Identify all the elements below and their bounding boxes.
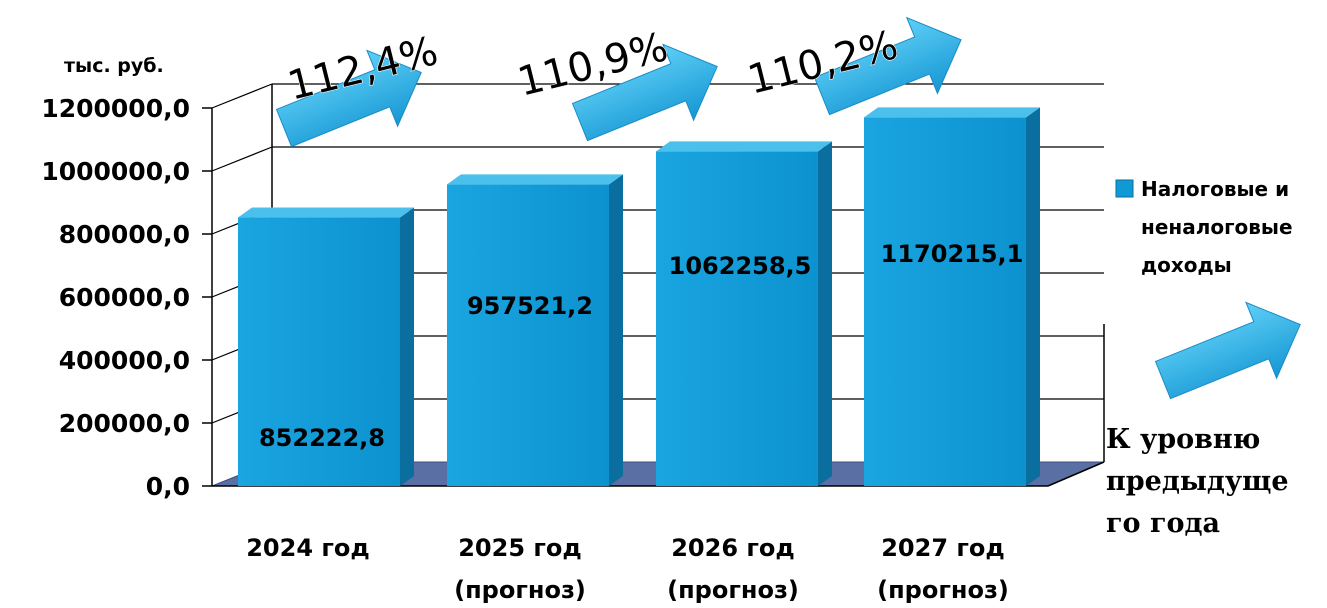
y-tick-label-6: 1200000,0 bbox=[41, 94, 190, 123]
bar-2 bbox=[656, 141, 832, 487]
y-tick-label-2: 400000,0 bbox=[59, 346, 190, 375]
y-tick-label-3: 600000,0 bbox=[59, 283, 190, 312]
growth-legend-line-1: К уровню bbox=[1106, 424, 1260, 455]
bar-front-0 bbox=[238, 217, 400, 487]
category-label-2-line-0: 2026 год bbox=[671, 534, 795, 562]
gridline-side-6 bbox=[211, 83, 273, 109]
bar-front-2 bbox=[656, 151, 818, 487]
gridline-side-5 bbox=[211, 146, 273, 172]
bar-top-0 bbox=[238, 207, 414, 218]
y-tick-label-0: 0,0 bbox=[146, 472, 190, 501]
bar-1 bbox=[447, 174, 623, 486]
bar-front-3 bbox=[864, 117, 1026, 487]
bar-top-3 bbox=[864, 107, 1040, 118]
bar-3 bbox=[864, 107, 1040, 487]
legend: Налоговые и неналоговые доходы К уровню … bbox=[1106, 177, 1300, 539]
bar-front-1 bbox=[447, 184, 609, 486]
data-label-0: 852222,8 bbox=[259, 424, 385, 452]
category-label-0-line-0: 2024 год bbox=[246, 534, 370, 562]
bar-side-1 bbox=[609, 174, 623, 486]
legend-series-name: Налоговые и неналоговые доходы bbox=[1141, 177, 1300, 277]
data-label-2: 1062258,5 bbox=[669, 252, 812, 280]
bar-side-0 bbox=[400, 207, 414, 487]
category-label-2: 2026 год (прогноз) bbox=[667, 534, 799, 604]
growth-legend-line-3: го года bbox=[1106, 508, 1220, 539]
growth-arrow-2 bbox=[813, 16, 962, 116]
data-label-1: 957521,2 bbox=[467, 292, 593, 320]
y-tick-label-1: 200000,0 bbox=[59, 409, 190, 438]
legend-line-1: Налоговые и bbox=[1141, 177, 1289, 201]
y-axis-ticks: 0,0 200000,0 400000,0 600000,0 800000,0 10000… bbox=[41, 94, 212, 501]
y-tick-label-5: 1000000,0 bbox=[41, 157, 190, 186]
unit-label: тыс. руб. bbox=[64, 55, 164, 77]
category-label-1-line-1: (прогноз) bbox=[454, 576, 586, 604]
y-tick-label-4: 800000,0 bbox=[59, 220, 190, 249]
bar-side-3 bbox=[1026, 107, 1040, 487]
legend-swatch bbox=[1115, 179, 1134, 198]
category-label-3: 2027 год (прогноз) bbox=[877, 534, 1009, 604]
data-labels: 852222,8 957521,2 1062258,5 1170215,1 bbox=[259, 240, 1023, 452]
bars bbox=[238, 107, 1040, 487]
bar-top-2 bbox=[656, 141, 832, 152]
growth-arrow-1 bbox=[571, 43, 718, 142]
growth-arrow-3 bbox=[1154, 301, 1301, 400]
growth-legend-line-2: предыдуще bbox=[1106, 466, 1289, 497]
legend-line-2: неналоговые bbox=[1141, 215, 1293, 239]
bar-0 bbox=[238, 207, 414, 487]
growth-legend-text: К уровню предыдуще го года bbox=[1106, 424, 1298, 539]
category-label-1: 2025 год (прогноз) bbox=[454, 534, 586, 604]
category-label-1-line-0: 2025 год bbox=[458, 534, 582, 562]
data-label-3: 1170215,1 bbox=[881, 240, 1024, 268]
bar-top-1 bbox=[447, 174, 623, 185]
category-label-0: 2024 год bbox=[246, 534, 370, 562]
category-label-3-line-1: (прогноз) bbox=[877, 576, 1009, 604]
x-axis-categories: 2024 год 2025 год (прогноз) 2026 год (прогно… bbox=[246, 534, 1009, 604]
category-label-2-line-1: (прогноз) bbox=[667, 576, 799, 604]
floor-right-edge bbox=[1047, 461, 1105, 487]
bar-side-2 bbox=[818, 141, 832, 487]
legend-line-3: доходы bbox=[1141, 253, 1232, 277]
category-label-3-line-0: 2027 год bbox=[881, 534, 1005, 562]
growth-arrow-0 bbox=[275, 49, 422, 148]
